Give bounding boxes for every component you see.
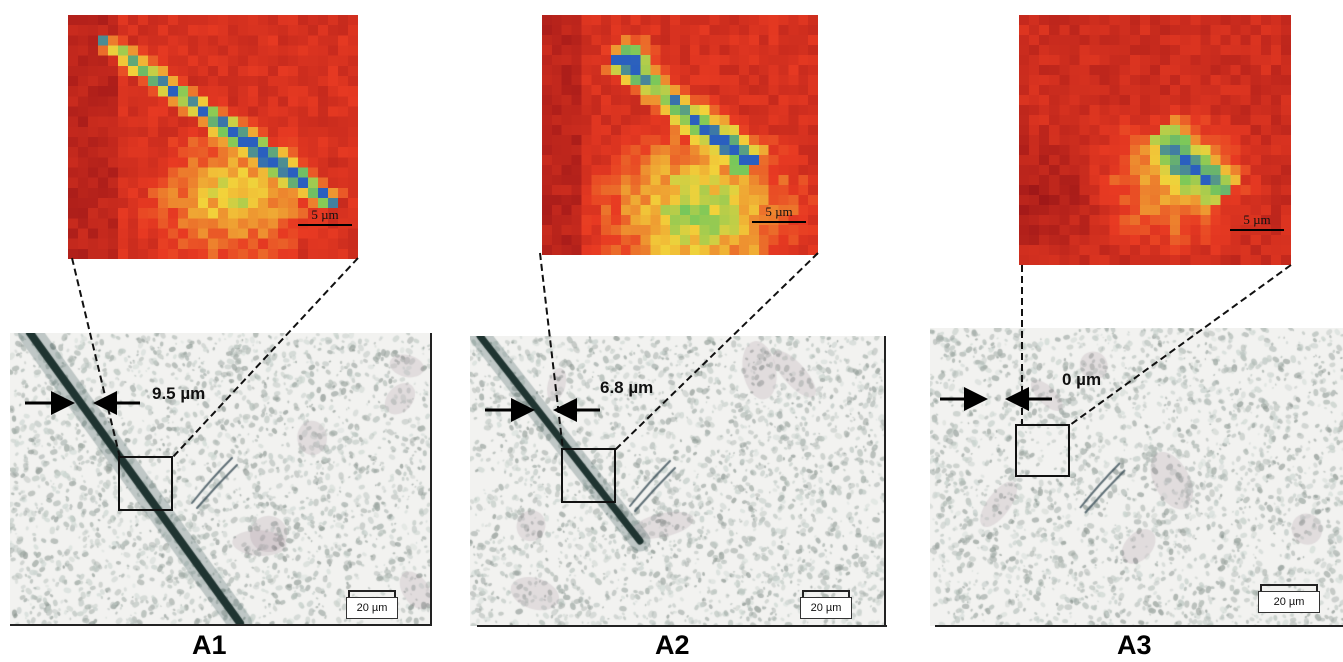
zoom-line-a1-right (171, 257, 359, 459)
micro-scale-label-a1: 20 µm (346, 597, 398, 619)
micro-scale-label-a2: 20 µm (800, 597, 852, 619)
zoom-line-a2-left (539, 252, 564, 451)
roi-box-a1 (118, 456, 173, 511)
zoom-line-a3-right (1069, 264, 1292, 426)
roi-box-a2 (561, 448, 616, 503)
zoom-line-a2-right (614, 252, 819, 451)
micrograph-axis-a2 (477, 625, 887, 627)
heatmap-scale-label-a2: 5 µm (765, 204, 793, 219)
micrograph-axis-a3 (935, 625, 1343, 627)
heatmap-scale-bar-a1: 5 µm (298, 207, 352, 226)
micro-scale-bar-a1: 20 µm (346, 590, 398, 619)
panel-label-a1: A1 (192, 630, 227, 660)
micrograph-a1 (10, 333, 430, 625)
panel-label-a3: A3 (1117, 630, 1152, 660)
heatmap-scale-label-a3: 5 µm (1243, 212, 1271, 227)
width-label-a1: 9.5 µm (152, 384, 206, 403)
width-label-a3: 0 µm (1062, 370, 1102, 389)
micro-scale-bar-a3: 20 µm (1258, 584, 1320, 613)
micrograph-edge-a1 (430, 333, 432, 626)
micro-scale-label-a3: 20 µm (1258, 591, 1320, 613)
roi-box-a3 (1015, 424, 1070, 477)
micrograph-a3 (930, 328, 1343, 626)
micrograph-edge-a2 (884, 336, 886, 627)
width-label-a2: 6.8 µm (600, 378, 654, 397)
heatmap-scale-bar-a3: 5 µm (1230, 212, 1284, 231)
micrograph-axis-a1 (10, 624, 432, 626)
zoom-line-a1-left (71, 257, 121, 459)
heatmap-scale-bar-a2: 5 µm (752, 204, 806, 223)
micrograph-a2 (470, 336, 884, 626)
micro-scale-bar-a2: 20 µm (800, 590, 852, 619)
heatmap-scale-label-a1: 5 µm (311, 207, 339, 222)
heatmap-a2 (542, 15, 818, 255)
heatmap-a1 (68, 15, 358, 259)
panel-label-a2: A2 (655, 630, 690, 660)
heatmap-a3 (1019, 15, 1291, 265)
